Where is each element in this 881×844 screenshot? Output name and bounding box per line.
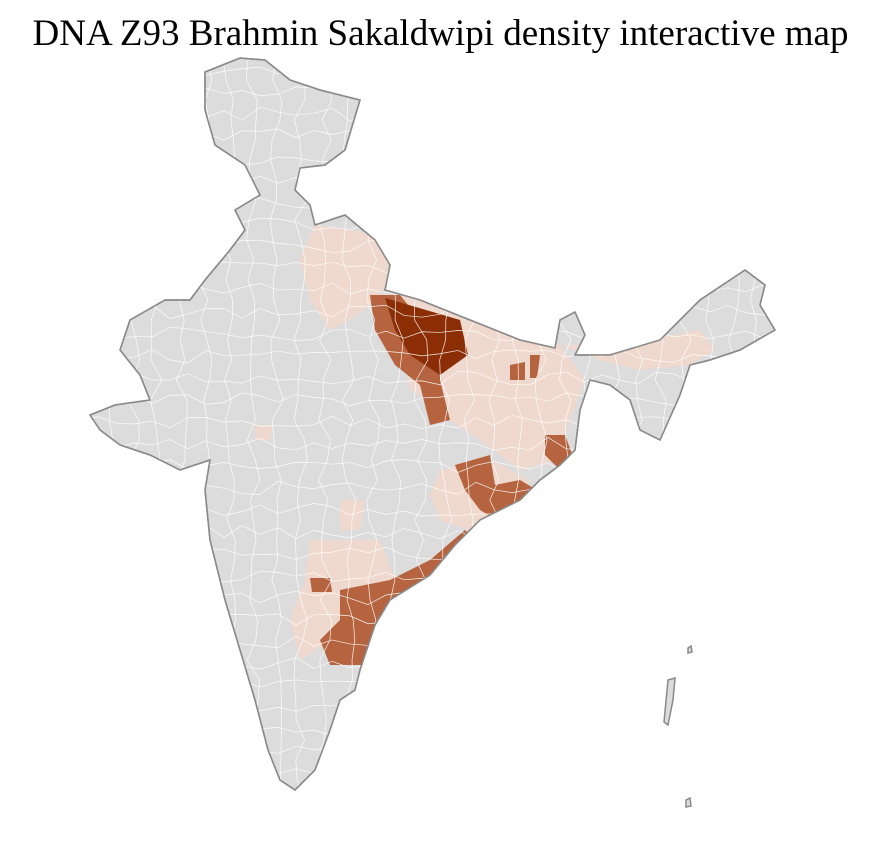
district-boundary (269, 59, 284, 790)
district-boundary (90, 370, 775, 386)
district-region-uttarakhand-west-up[interactable] (300, 225, 390, 330)
district-boundary (90, 151, 775, 166)
district-boundary (90, 63, 775, 78)
district-boundary (90, 238, 775, 254)
district-boundary (90, 612, 775, 627)
district-boundary (774, 59, 775, 790)
district-region-maharashtra-east[interactable] (340, 500, 365, 530)
district-region-bihar-spot-2[interactable] (530, 355, 540, 378)
district-region-central-up[interactable] (370, 295, 450, 425)
district-boundary (677, 59, 693, 790)
district-boundary (90, 59, 92, 790)
district-boundary (701, 59, 717, 790)
district-boundary (90, 745, 775, 760)
district-region-bihar-spot-1[interactable] (510, 362, 525, 380)
district-boundary (90, 414, 775, 429)
district-boundary (90, 282, 775, 297)
district-boundary (90, 788, 775, 790)
district-boundary (90, 128, 775, 143)
map-title: DNA Z93 Brahmin Sakaldwipi density inter… (32, 13, 849, 54)
district-boundary (605, 59, 621, 790)
district-boundary (90, 106, 775, 122)
district-boundary (749, 59, 764, 790)
district-boundary (90, 767, 775, 782)
district-boundary (90, 217, 775, 232)
district-boundary (90, 722, 775, 738)
district-boundary (90, 349, 775, 364)
district-boundary (90, 261, 775, 275)
district-boundary (90, 172, 775, 187)
district-boundary (582, 59, 597, 790)
district-boundary (90, 195, 775, 209)
india-border (88, 57, 777, 791)
andaman-islands (663, 644, 693, 808)
district-boundary (90, 85, 775, 99)
district-boundary (90, 590, 775, 606)
district-boundary (90, 392, 775, 408)
district-boundary (90, 700, 775, 715)
district-region-east-up-core[interactable] (385, 298, 468, 375)
district-boundary (726, 59, 740, 790)
district-region-madhya-pradesh-spot[interactable] (255, 425, 272, 440)
district-boundary (90, 656, 775, 672)
district-boundary (90, 678, 775, 694)
district-boundary (90, 634, 775, 650)
